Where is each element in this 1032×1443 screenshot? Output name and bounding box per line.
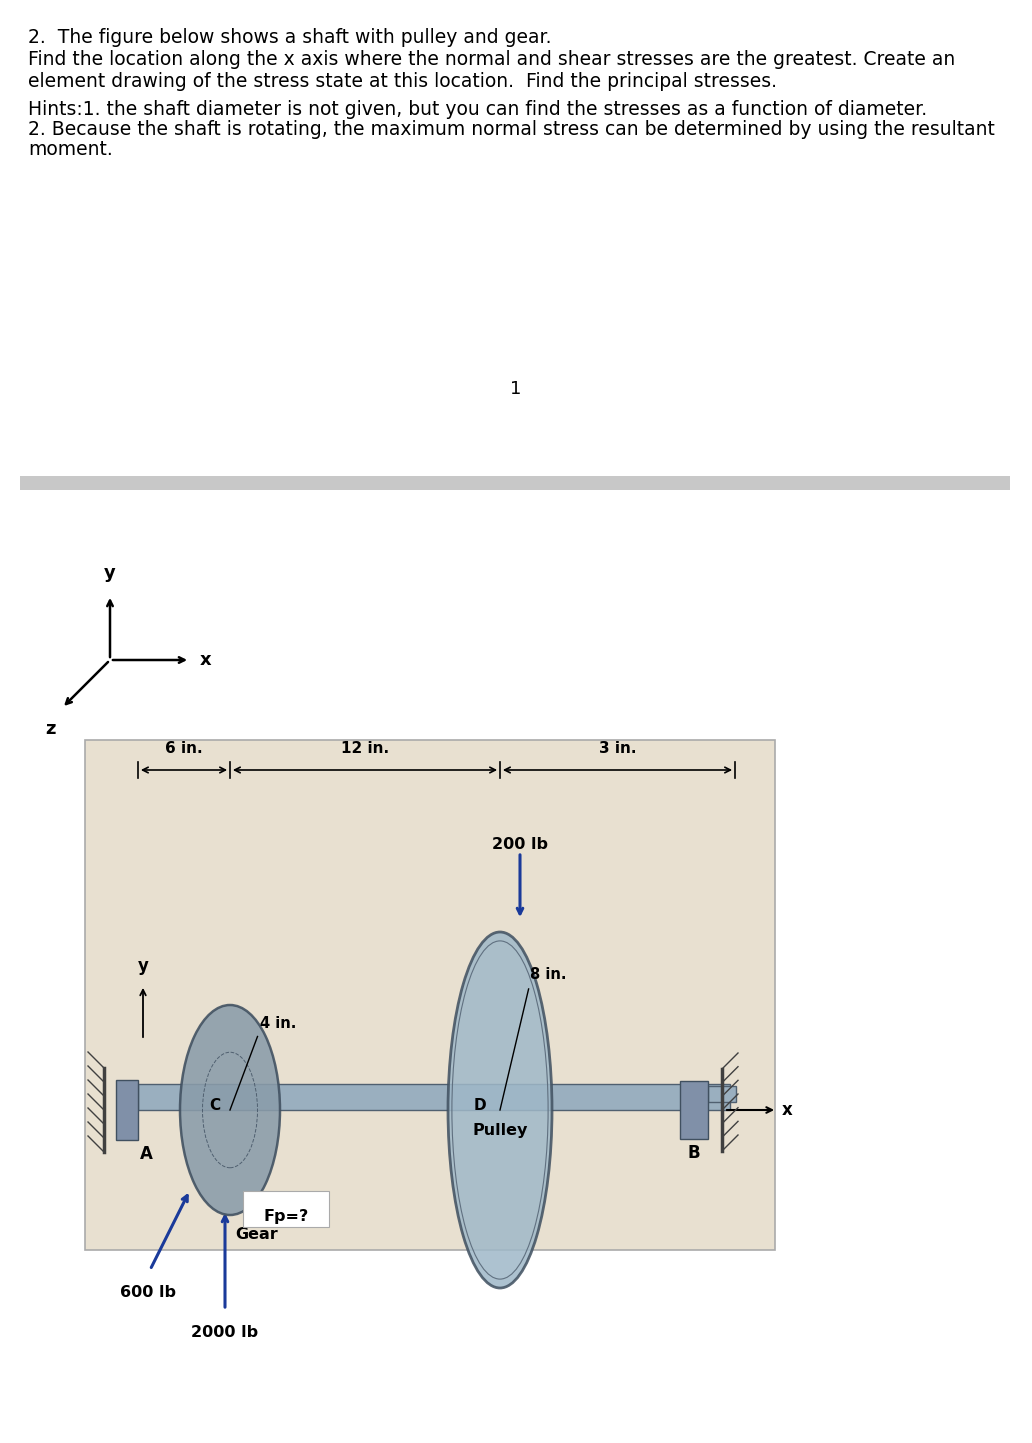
Text: Gear: Gear [235, 1227, 278, 1242]
Text: moment.: moment. [28, 140, 112, 159]
Text: 2. Because the shaft is rotating, the maximum normal stress can be determined by: 2. Because the shaft is rotating, the ma… [28, 120, 995, 139]
Text: Pulley: Pulley [473, 1123, 527, 1137]
Text: 12 in.: 12 in. [341, 742, 389, 756]
Text: 2.  The figure below shows a shaft with pulley and gear.: 2. The figure below shows a shaft with p… [28, 27, 551, 48]
FancyBboxPatch shape [243, 1190, 329, 1227]
Text: y: y [137, 957, 149, 975]
Text: Fp=?: Fp=? [263, 1209, 309, 1224]
Text: 200 lb: 200 lb [492, 837, 548, 851]
Text: y: y [104, 564, 116, 582]
Bar [116, 1079, 138, 1140]
Text: 2000 lb: 2000 lb [192, 1325, 259, 1341]
Text: B: B [687, 1144, 701, 1162]
Bar [138, 1084, 730, 1110]
Text: x: x [782, 1101, 793, 1118]
Text: Hints:1. the shaft diameter is not given, but you can find the stresses as a fun: Hints:1. the shaft diameter is not given… [28, 100, 927, 118]
Text: 3 in.: 3 in. [599, 742, 637, 756]
Text: D: D [474, 1098, 486, 1113]
Ellipse shape [448, 932, 552, 1289]
Text: C: C [208, 1098, 220, 1113]
Bar [85, 740, 775, 1250]
Text: 6 in.: 6 in. [165, 742, 203, 756]
Text: 1: 1 [510, 380, 522, 398]
Text: x: x [200, 651, 212, 670]
Bar [680, 1081, 708, 1139]
Text: A: A [140, 1144, 153, 1163]
Text: 4 in.: 4 in. [260, 1016, 296, 1032]
Bar [708, 1087, 736, 1102]
Text: element drawing of the stress state at this location.  Find the principal stress: element drawing of the stress state at t… [28, 72, 777, 91]
Ellipse shape [180, 1004, 280, 1215]
Text: 8 in.: 8 in. [530, 967, 567, 981]
Text: Find the location along the x axis where the normal and shear stresses are the g: Find the location along the x axis where… [28, 51, 956, 69]
Text: 600 lb: 600 lb [120, 1286, 176, 1300]
Bar [20, 476, 1010, 491]
Text: z: z [44, 720, 56, 737]
